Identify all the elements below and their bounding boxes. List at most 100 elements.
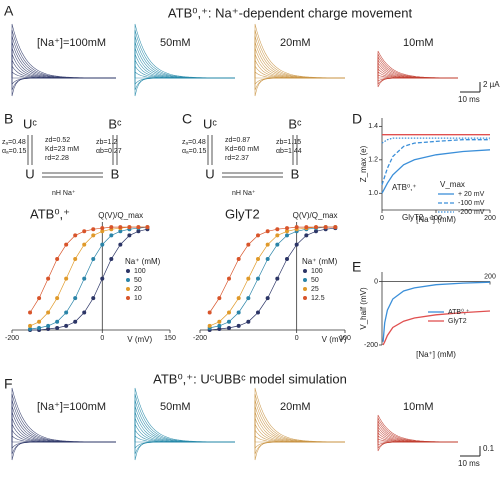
condition-label: 50mM xyxy=(160,401,191,413)
trace xyxy=(377,77,458,88)
data-point xyxy=(304,225,309,230)
trace xyxy=(134,77,235,91)
data-point xyxy=(136,225,141,230)
data-point xyxy=(217,319,222,324)
data-point xyxy=(275,276,280,281)
data-point xyxy=(285,226,289,231)
legend-label: 12.5 xyxy=(311,295,325,302)
data-point xyxy=(73,296,78,301)
data-point xyxy=(275,233,280,238)
annotation: ATB⁰,⁺ xyxy=(392,183,417,192)
trace xyxy=(254,77,345,91)
legend-marker xyxy=(303,269,307,273)
condition-label: 10mM xyxy=(403,37,434,49)
legend-marker xyxy=(126,269,130,273)
data-point xyxy=(236,310,241,315)
data-point xyxy=(265,257,270,262)
x-tick-label: 100 xyxy=(430,215,442,222)
data-point xyxy=(82,310,87,315)
data-point xyxy=(46,276,51,281)
panel-label: C xyxy=(182,111,192,127)
data-point xyxy=(246,319,251,324)
data-point xyxy=(236,257,241,262)
data-point xyxy=(73,257,78,262)
data-point xyxy=(100,242,105,247)
data-point xyxy=(127,233,132,238)
data-point xyxy=(256,310,260,315)
model-param: Kd=60 mM xyxy=(225,146,259,153)
x-tick-label: 150 xyxy=(164,335,176,342)
model-param: rd=2.37 xyxy=(225,155,249,162)
data-point xyxy=(28,326,33,331)
x-tick-label: -200 xyxy=(193,335,207,342)
trace xyxy=(134,23,235,79)
data-point xyxy=(294,225,299,230)
series-line xyxy=(382,310,491,346)
state-node: Bᶜ xyxy=(108,116,122,131)
condition-label: [Na⁺]=100mM xyxy=(37,37,106,49)
data-point xyxy=(118,229,123,234)
data-point xyxy=(28,323,33,328)
ligand-label: nH Na⁺ xyxy=(52,190,76,197)
data-point xyxy=(265,242,270,247)
data-point xyxy=(227,276,231,281)
x-tick-label: 200 xyxy=(484,215,496,222)
legend-title: V_max xyxy=(440,180,465,189)
data-point xyxy=(217,296,222,301)
data-point xyxy=(37,296,42,301)
data-point xyxy=(265,296,270,301)
x-tick-label: 0 xyxy=(295,335,299,342)
data-point xyxy=(127,225,132,230)
y-axis-label: V_half (mV) xyxy=(359,287,368,330)
data-point xyxy=(207,323,212,328)
data-point xyxy=(109,257,114,262)
legend-label: + 20 mV xyxy=(458,191,485,198)
data-point xyxy=(275,227,280,232)
condition-label: 10mM xyxy=(403,401,434,413)
data-point xyxy=(314,225,318,230)
data-point xyxy=(37,325,42,330)
legend-label: 100 xyxy=(134,268,146,275)
legend-label: ATB⁰,⁺ xyxy=(448,308,470,316)
data-point xyxy=(100,276,105,281)
legend-marker xyxy=(303,287,307,291)
series-line xyxy=(381,149,491,194)
data-point xyxy=(100,226,105,231)
condition-label: 50mM xyxy=(160,37,191,49)
panel-label: B xyxy=(4,111,13,127)
trace xyxy=(254,423,345,443)
data-point xyxy=(227,325,231,330)
data-point xyxy=(64,323,69,328)
trace xyxy=(11,77,116,91)
series-line xyxy=(381,139,490,186)
state-node: B xyxy=(291,166,300,181)
data-point xyxy=(136,229,141,234)
data-point xyxy=(37,319,42,324)
y-tick-label: 1.2 xyxy=(368,157,378,164)
data-point xyxy=(256,276,260,281)
trace xyxy=(134,429,235,443)
data-point xyxy=(55,257,60,262)
scale-label: 10 ms xyxy=(458,459,480,468)
data-point xyxy=(55,319,60,324)
trace xyxy=(377,414,458,443)
data-point xyxy=(275,242,280,247)
trace xyxy=(11,429,116,443)
data-point xyxy=(28,310,33,315)
y-axis-label: Z_max (e) xyxy=(359,145,368,182)
data-point xyxy=(207,310,212,315)
condition-label: 20mM xyxy=(280,401,311,413)
trace xyxy=(377,441,458,449)
y-tick-label: 0 xyxy=(374,278,378,285)
data-point xyxy=(46,326,51,331)
panel-label: F xyxy=(4,376,13,392)
trace xyxy=(134,387,235,443)
data-point xyxy=(227,310,231,315)
data-point xyxy=(64,276,69,281)
panel-label: A xyxy=(4,3,14,19)
data-point xyxy=(285,229,289,234)
trace xyxy=(254,441,345,455)
x-tick-label: 0 xyxy=(380,215,384,222)
trace xyxy=(11,423,116,443)
state-node: U xyxy=(25,166,34,181)
